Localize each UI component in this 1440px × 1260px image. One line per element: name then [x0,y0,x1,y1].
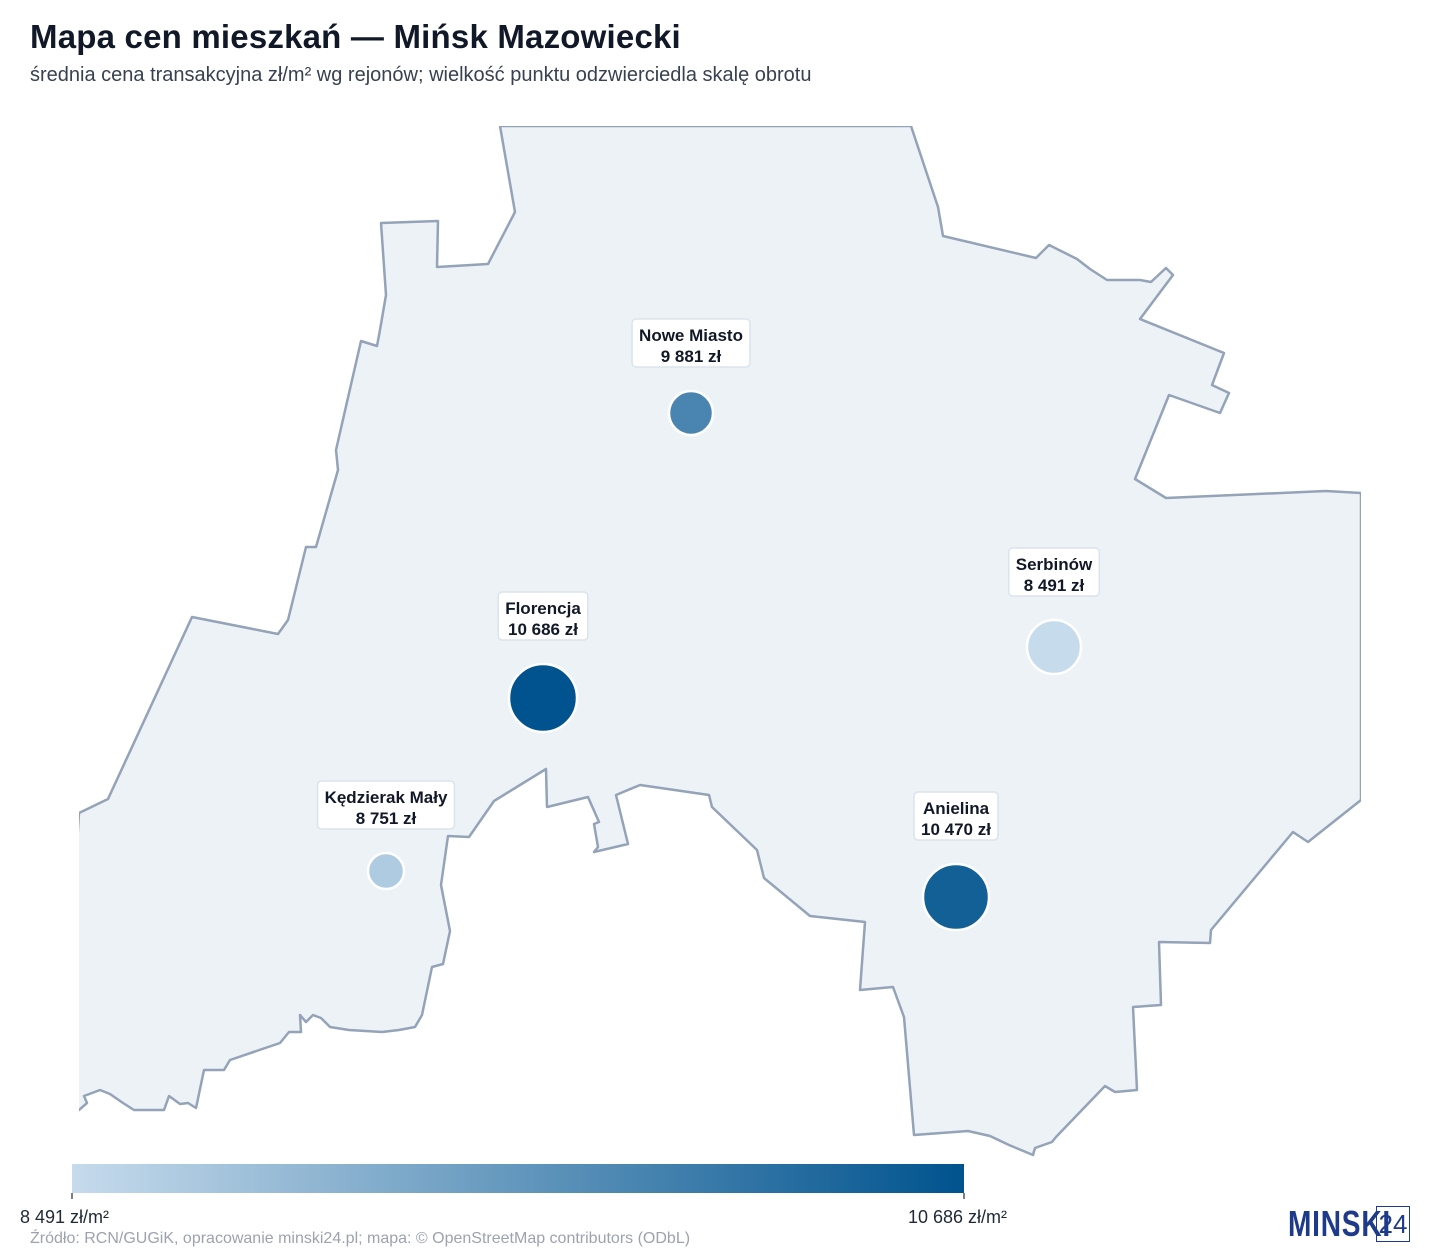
legend-max-label: 10 686 zł/m² [908,1207,1008,1227]
district-marker[interactable]: Kędzierak Mały 8 751 zł [316,780,456,891]
page-title: Mapa cen mieszkań — Mińsk Mazowiecki [30,18,681,55]
district-name: Florencja [505,599,581,618]
district-name: Serbinów [1016,555,1093,574]
district-label: Florencja 10 686 zł [497,591,589,641]
district-point[interactable] [507,662,579,734]
district-price: 8 751 zł [356,809,417,828]
district-label-box [631,318,751,368]
district-price: 8 491 zł [1024,576,1085,595]
district-label-box [913,791,999,841]
district-point[interactable] [921,862,991,932]
district-price: 9 881 zł [661,347,722,366]
district-marker[interactable]: Nowe Miasto 9 881 zł [631,318,751,437]
minski24-logo[interactable]: MINSKI 24 [1288,1204,1412,1244]
district-label: Serbinów 8 491 zł [1007,547,1101,597]
district-label-box [316,780,456,830]
source-note: Źródło: RCN/GUGiK, opracowanie minski24.… [30,1230,691,1247]
district-markers: Nowe Miasto 9 881 zł Serbinów 8 491 zł Flore… [316,318,1101,932]
district-point[interactable] [667,389,715,437]
legend-min-label: 8 491 zł/m² [20,1207,110,1227]
district-label: Anielina 10 470 zł [913,791,999,841]
district-name: Anielina [923,799,990,818]
district-point[interactable] [366,851,406,891]
logo-text: MINSKI [1288,1203,1391,1244]
district-marker[interactable]: Anielina 10 470 zł [913,791,999,932]
district-label-box [1007,547,1101,597]
city-boundary [79,126,1361,1157]
logo-number: 24 [1376,1206,1410,1242]
district-name: Nowe Miasto [639,326,743,345]
page-subtitle: średnia cena transakcyjna zł/m² wg rejon… [30,64,812,86]
district-price: 10 686 zł [508,620,578,639]
district-marker[interactable]: Florencja 10 686 zł [497,591,589,734]
district-label-box [497,591,589,641]
district-point[interactable] [1025,618,1083,676]
district-name: Kędzierak Mały [325,788,448,807]
district-label: Kędzierak Mały 8 751 zł [316,780,456,830]
district-price: 10 470 zł [921,820,991,839]
district-marker[interactable]: Serbinów 8 491 zł [1007,547,1101,676]
legend-colorbar [72,1164,964,1193]
district-label: Nowe Miasto 9 881 zł [631,318,751,368]
